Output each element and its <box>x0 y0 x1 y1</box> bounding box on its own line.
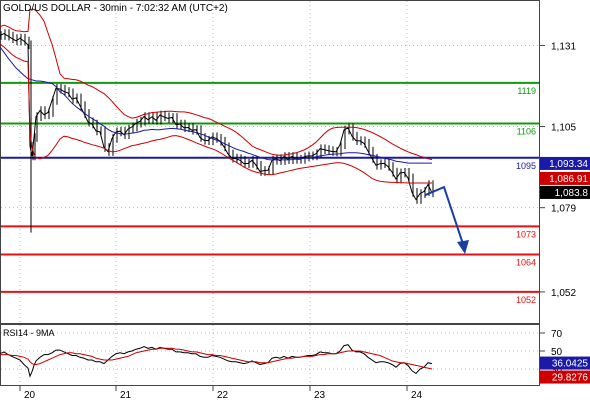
level-label-1073: 1073 <box>516 229 536 239</box>
chart-title: GOLD/US DOLLAR - 30min - 7:02:32 AM (UTC… <box>3 3 228 14</box>
rsi-gridlines <box>1 325 539 385</box>
forecast-arrow-shaft <box>424 185 464 245</box>
x-tick-label: 20 <box>24 390 36 401</box>
price-gridlines <box>1 1 539 323</box>
price-tag-label-bollinger: 1,086.91 <box>549 174 588 185</box>
level-label-1064: 1064 <box>516 257 536 267</box>
rsi-tag-label-rsi-ma: 29.8276 <box>552 373 589 384</box>
price-tag-label-price: 1,083.8 <box>555 188 589 199</box>
rsi-tag-rsi-ma <box>540 370 590 384</box>
x-tick-label: 21 <box>120 390 132 401</box>
forecast-arrow <box>424 185 469 254</box>
level-label-1119: 1119 <box>517 86 536 96</box>
price-series <box>0 8 434 233</box>
rsi-tick-label: 70 <box>551 329 563 340</box>
rsi-panel-frame <box>0 324 540 386</box>
rsi-tick-label: 50 <box>551 347 563 358</box>
price-levels: 1119 1106 1095 1073 1064 1052 <box>1 81 539 305</box>
x-tick-label: 22 <box>217 390 229 401</box>
rsi-tag-label-rsi: 36.0425 <box>552 359 589 370</box>
x-tick-label: 24 <box>411 390 423 401</box>
price-tick-label: 1,131 <box>551 41 576 52</box>
price-tick-label: 1,052 <box>551 288 576 299</box>
x-tick-label: 23 <box>314 390 326 401</box>
price-axis: 1,052 1,079 1,105 1,131 <box>539 41 576 299</box>
series-line-bollinger-upper <box>0 8 433 161</box>
price-tick-label: 1,105 <box>551 123 576 134</box>
x-axis: 20 21 22 23 24 <box>19 386 423 401</box>
rsi-tag-rsi <box>540 356 590 370</box>
price-tags: 1,093.34 1,086.91 1,083.8 <box>540 156 590 199</box>
rsi-tick-label: 30 <box>551 365 563 376</box>
level-label-1106: 1106 <box>517 126 536 136</box>
price-panel-frame <box>0 0 540 324</box>
rsi-title: RSI14 - 9MA <box>3 328 55 338</box>
rsi-line-rsi <box>0 344 433 378</box>
price-tag-ma <box>540 156 590 170</box>
price-tick-label: 1,079 <box>551 204 576 215</box>
rsi-line-rsi-ma <box>0 347 433 370</box>
rsi-series <box>0 344 433 378</box>
forecast-arrow-head <box>457 240 469 254</box>
series-line-price <box>0 33 433 201</box>
price-tag-label-ma: 1,093.34 <box>549 159 588 170</box>
series-line-bollinger-lower <box>0 43 432 184</box>
series-line-ma <box>0 46 432 164</box>
rsi-tags: 36.0425 29.8276 <box>540 356 590 384</box>
level-label-1095: 1095 <box>516 161 536 171</box>
price-tag-price <box>540 185 590 199</box>
price-tag-bollinger <box>540 171 590 185</box>
level-label-1052: 1052 <box>516 295 536 305</box>
